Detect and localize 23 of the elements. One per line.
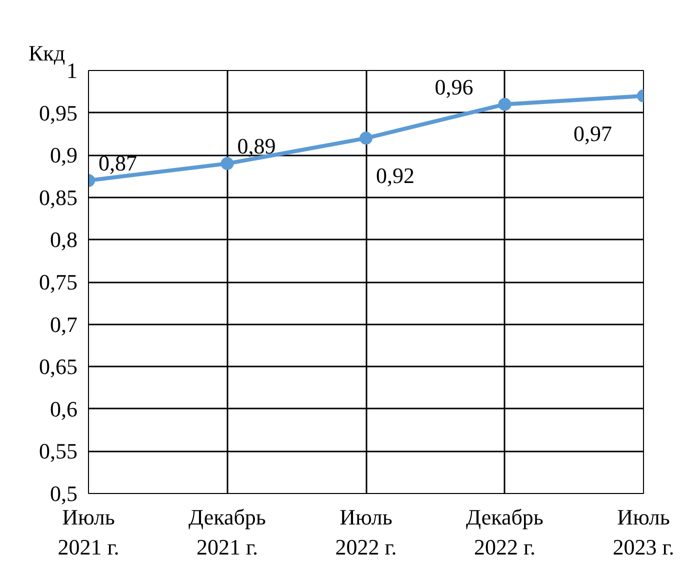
text: 0,97 xyxy=(574,120,612,146)
y-tick-label: 0,7 xyxy=(50,312,78,337)
y-tick-label: 0,95 xyxy=(39,100,78,126)
point xyxy=(360,132,372,145)
y-axis-title: Ккд xyxy=(28,40,66,66)
x-tick-label: Июль 2023 г. xyxy=(612,504,674,560)
y-tick-label: 1 xyxy=(66,58,78,83)
x-tick-label: Декабрь 2022 г. xyxy=(466,504,544,560)
text: 0,96 xyxy=(434,74,474,100)
x-tick-label: Декабрь 2021 г. xyxy=(188,504,266,560)
y-tick-label: 0,9 xyxy=(50,142,78,168)
y-tick-label: 0,8 xyxy=(50,227,78,252)
x-tick-label: Июль 2021 г. xyxy=(58,504,120,560)
text: 0,92 xyxy=(376,163,414,188)
x-tick-label: Июль 2022 г. xyxy=(335,504,397,560)
y-tick-label: 0,65 xyxy=(39,354,78,380)
y-tick-label: 0,85 xyxy=(39,184,78,210)
y-tick-label: 0,75 xyxy=(39,270,78,294)
y-tick-label: 0,55 xyxy=(39,438,78,464)
text: 0,89 xyxy=(237,134,276,159)
y-tick-label: 0,6 xyxy=(50,396,78,422)
y-tick-label: 0,5 xyxy=(50,481,78,506)
text: 0,87 xyxy=(98,150,137,176)
